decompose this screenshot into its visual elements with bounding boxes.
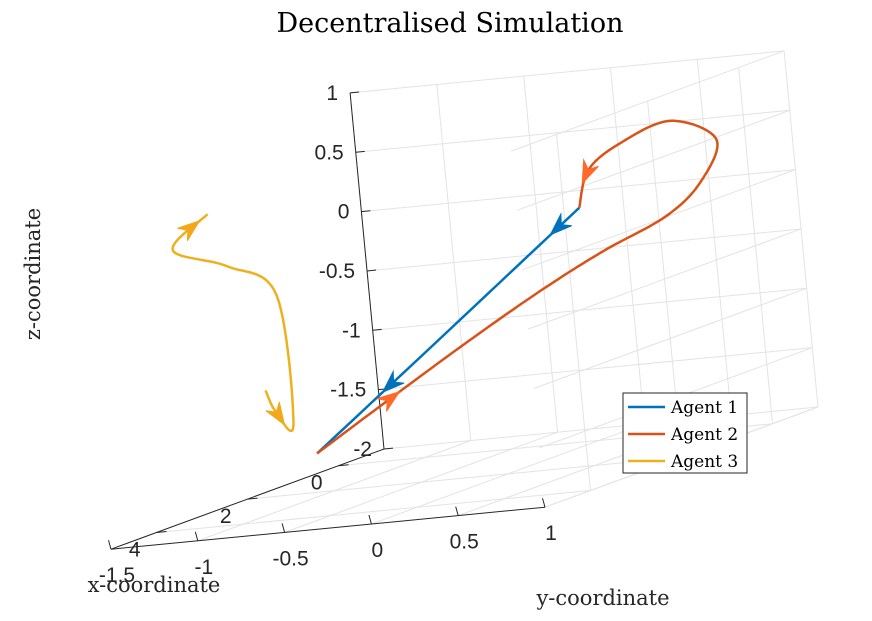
- chart-title: Decentralised Simulation: [277, 8, 624, 39]
- grid-line: [367, 228, 802, 272]
- x-tick: [247, 497, 258, 500]
- grid-line: [533, 287, 807, 389]
- y-axis-label: y-coordinate: [535, 586, 669, 610]
- x-axis-label: x-coordinate: [88, 573, 221, 597]
- legend-label: Agent 2: [670, 425, 738, 445]
- z-tick: [383, 447, 394, 450]
- grid-line: [361, 169, 796, 213]
- legend: Agent 1 Agent 2 Agent 3: [622, 392, 748, 474]
- grid-line: [372, 287, 807, 331]
- y-tick-label: -0.5: [273, 547, 309, 570]
- y-tick-label: -1: [194, 556, 213, 579]
- series-arrow-1: [549, 212, 572, 236]
- y-tick-label: 1: [545, 522, 557, 545]
- x-tick-label: 4: [129, 539, 141, 562]
- grid: [110, 50, 819, 550]
- x-tick-label: 2: [220, 505, 232, 528]
- series-arrow-3: [177, 219, 201, 242]
- grid-line: [156, 490, 591, 533]
- grid-line: [355, 109, 790, 153]
- z-tick: [350, 91, 360, 94]
- x-tick: [156, 531, 167, 533]
- legend-label: Agent 1: [670, 398, 738, 418]
- z-tick: [367, 269, 377, 272]
- y-tick-label: 0: [372, 539, 384, 562]
- series-line-2: [316, 119, 719, 455]
- z-tick-label: -1.5: [330, 379, 366, 402]
- series: [171, 119, 719, 455]
- grid-line: [383, 406, 819, 450]
- z-tick: [361, 210, 371, 213]
- grid-line: [350, 50, 785, 94]
- z-tick-label: -1: [342, 319, 361, 342]
- y-tick: [281, 523, 286, 533]
- series-arrow-3: [265, 401, 286, 427]
- y-tick-label: 0.5: [450, 531, 479, 554]
- series-arrow-2: [581, 158, 599, 185]
- y-tick: [542, 498, 546, 508]
- grid-line: [527, 228, 802, 330]
- grid-line: [378, 347, 813, 391]
- z-tick-label: 0.5: [315, 141, 344, 164]
- series-arrow-1: [381, 369, 405, 394]
- y-tick: [368, 514, 372, 525]
- series-arrow-2: [376, 390, 401, 412]
- grid-line: [516, 109, 790, 211]
- y-tick: [108, 540, 112, 550]
- grid-line: [510, 50, 785, 152]
- grid-line: [247, 456, 682, 500]
- x-tick: [338, 464, 349, 467]
- z-tick-label: 0: [338, 201, 350, 224]
- y-tick: [194, 531, 199, 541]
- z-tick-label: 1: [326, 82, 338, 105]
- legend-label: Agent 3: [670, 452, 738, 472]
- z-tick-label: -0.5: [319, 260, 355, 283]
- series-line-1: [316, 206, 581, 455]
- z-tick: [355, 150, 365, 153]
- y-tick-label: -1.5: [99, 564, 135, 587]
- z-tick-label: -2: [353, 438, 372, 461]
- series-line-3: [171, 213, 295, 433]
- z-axis-label: z-coordinate: [21, 208, 45, 340]
- z-tick: [372, 328, 382, 331]
- x-tick-label: 0: [311, 472, 323, 495]
- y-tick: [455, 506, 459, 516]
- y-axis-line: [110, 506, 546, 550]
- axes: [108, 91, 546, 550]
